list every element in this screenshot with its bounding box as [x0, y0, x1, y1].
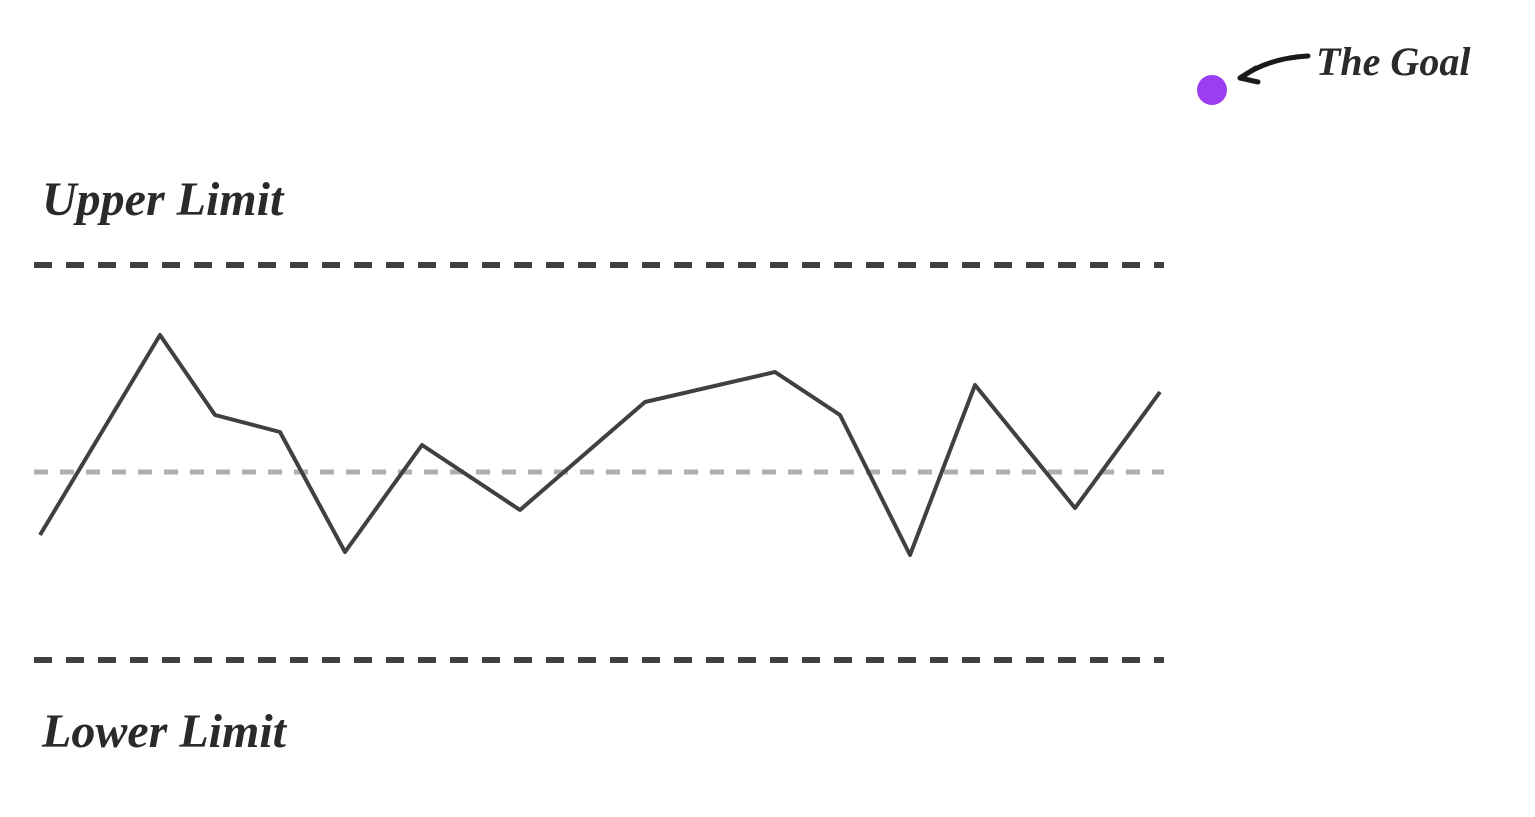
goal-label: The Goal: [1316, 38, 1470, 85]
chart-svg: [0, 0, 1535, 812]
goal-arrow-icon: [1240, 56, 1308, 78]
control-chart: Upper Limit Lower Limit The Goal: [0, 0, 1535, 812]
upper-limit-label: Upper Limit: [42, 172, 283, 227]
goal-marker-icon: [1197, 75, 1227, 105]
lower-limit-label: Lower Limit: [42, 704, 286, 759]
data-series-line: [40, 335, 1160, 555]
goal-arrow-head-icon: [1240, 68, 1258, 82]
